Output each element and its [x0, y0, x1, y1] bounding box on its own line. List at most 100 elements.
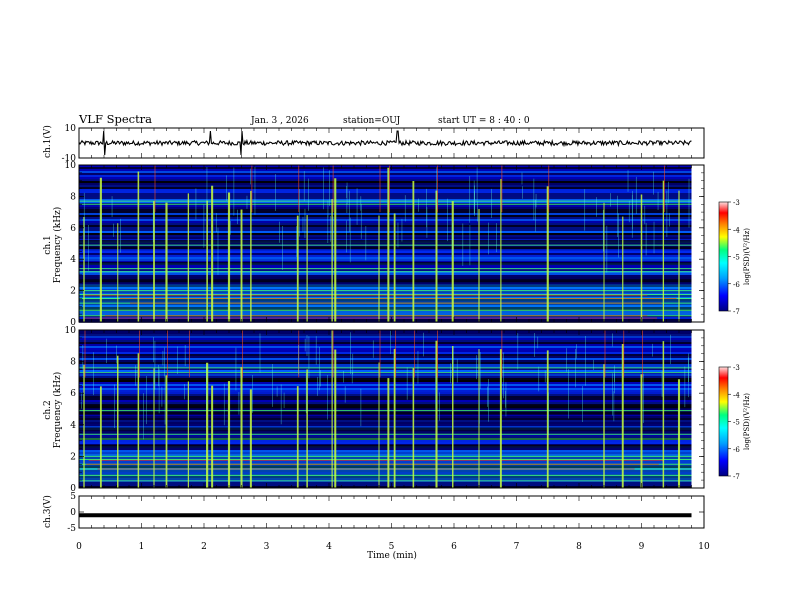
spec1-row	[79, 311, 692, 313]
spec1-row	[79, 185, 692, 187]
spec2-row	[79, 378, 692, 380]
spec2-row	[79, 458, 692, 460]
x-axis: 0 1 2 3 4 5 6 7 8 9 10	[76, 542, 710, 552]
spec2-row	[79, 464, 692, 466]
spec2-row	[79, 476, 692, 478]
spec2-row	[79, 414, 692, 416]
x-tick-label: 6	[451, 542, 457, 552]
spec2-row	[79, 334, 692, 336]
spec2-ytick-label: 2	[70, 452, 76, 462]
spec1-row	[79, 273, 692, 275]
ch1-waveform-panel: -10 10	[62, 124, 705, 164]
cb2-tick-label: -3	[733, 364, 740, 372]
spec1-row	[79, 303, 692, 305]
spec1-row	[79, 305, 692, 307]
spec2-row	[79, 460, 692, 462]
ch2-spec-ylabel-line1: ch.2	[43, 400, 53, 419]
spec2-haze	[79, 450, 692, 482]
spec1-row	[79, 195, 692, 197]
spec1-row	[79, 177, 692, 179]
spec2-row	[79, 380, 692, 382]
spec2-row	[79, 402, 692, 404]
ch3-ytick-label: -5	[67, 524, 76, 534]
spec1-ytick-label: 4	[70, 255, 76, 265]
spec2-row	[79, 396, 692, 398]
spec2-row	[79, 404, 692, 406]
spec1-row	[79, 189, 692, 191]
x-tick-label: 10	[698, 542, 710, 552]
spec2-row	[79, 330, 692, 332]
spec1-dark-band	[79, 239, 692, 243]
cb1-tick-label: -4	[733, 226, 740, 234]
cb2-tick-label: -6	[733, 446, 740, 454]
spec1-row	[79, 165, 692, 167]
x-tick-label: 9	[639, 542, 645, 552]
spec2-row	[79, 418, 692, 420]
spec1-ytick-label: 6	[70, 224, 76, 234]
spec1-row	[79, 233, 692, 235]
spec1-row	[79, 175, 692, 177]
spec1-row	[79, 289, 692, 291]
spec2-row	[79, 448, 692, 450]
cb2-gradient	[718, 366, 729, 477]
ch2-spec-ylabel-line2: Frequency (kHz)	[52, 372, 63, 449]
spec2-row	[79, 400, 692, 402]
spec2-row	[79, 426, 692, 428]
spec2-row	[79, 360, 692, 362]
cb1-tick-label: -3	[733, 199, 740, 207]
spec2-row	[79, 332, 692, 334]
spec2-row	[79, 382, 692, 384]
spec2-row	[79, 388, 692, 390]
spec2-ytick-label: 8	[70, 358, 76, 368]
spec2-row	[79, 436, 692, 438]
x-tick-label: 8	[576, 542, 582, 552]
cb1-tick-label: -7	[733, 308, 740, 316]
spec1-row	[79, 285, 692, 287]
spec1-row	[79, 237, 692, 239]
spec2-row	[79, 456, 692, 458]
spec1-row	[79, 257, 692, 259]
spec1-row	[79, 193, 692, 195]
spec2-row	[79, 416, 692, 418]
spec1-row	[79, 225, 692, 227]
spec2-row	[79, 484, 692, 486]
spec1-row	[79, 313, 692, 315]
spec2-dark-band	[79, 444, 692, 448]
ch3-ytick-label: 5	[70, 492, 76, 502]
spec2-row	[79, 346, 692, 348]
spec2-row	[79, 466, 692, 468]
x-tick-label: 7	[514, 542, 520, 552]
spec1-row	[79, 253, 692, 255]
spec2-row	[79, 386, 692, 388]
ch1-spec-ylabel-line1: ch.1	[43, 235, 53, 254]
spec1-row	[79, 307, 692, 309]
cb1-tick-label: -6	[733, 281, 740, 289]
spec2-row	[79, 442, 692, 444]
spec2-row	[79, 450, 692, 452]
spec1-row	[79, 221, 692, 223]
spec2-dark-band	[79, 411, 692, 415]
spec1-row	[79, 293, 692, 295]
ch1-spec-ylabel-line2: Frequency (kHz)	[52, 207, 63, 284]
spec2-row	[79, 356, 692, 358]
cb2-label: log(PSD)(V²/Hz)	[743, 393, 751, 450]
figure-title: VLF Spectra	[78, 112, 152, 126]
spec1-dark-band	[79, 279, 692, 283]
spec2-dark-band	[79, 405, 692, 409]
ch1-ytick-label: -10	[62, 154, 77, 164]
spec1-row	[79, 299, 692, 301]
spec1-row	[79, 229, 692, 231]
x-tick-label: 0	[76, 542, 82, 552]
spec1-row	[79, 169, 692, 171]
spec2-row	[79, 336, 692, 338]
spec1-row	[79, 251, 692, 253]
spec1-row	[79, 275, 692, 277]
spec1-row	[79, 259, 692, 261]
spec1-row	[79, 235, 692, 237]
spec1-row	[79, 287, 692, 289]
ch3-ylabel: ch.3(V)	[42, 495, 53, 528]
spec1-row	[79, 201, 692, 203]
spec2-row	[79, 430, 692, 432]
spec1-row	[79, 291, 692, 293]
spec1-row	[79, 213, 692, 215]
